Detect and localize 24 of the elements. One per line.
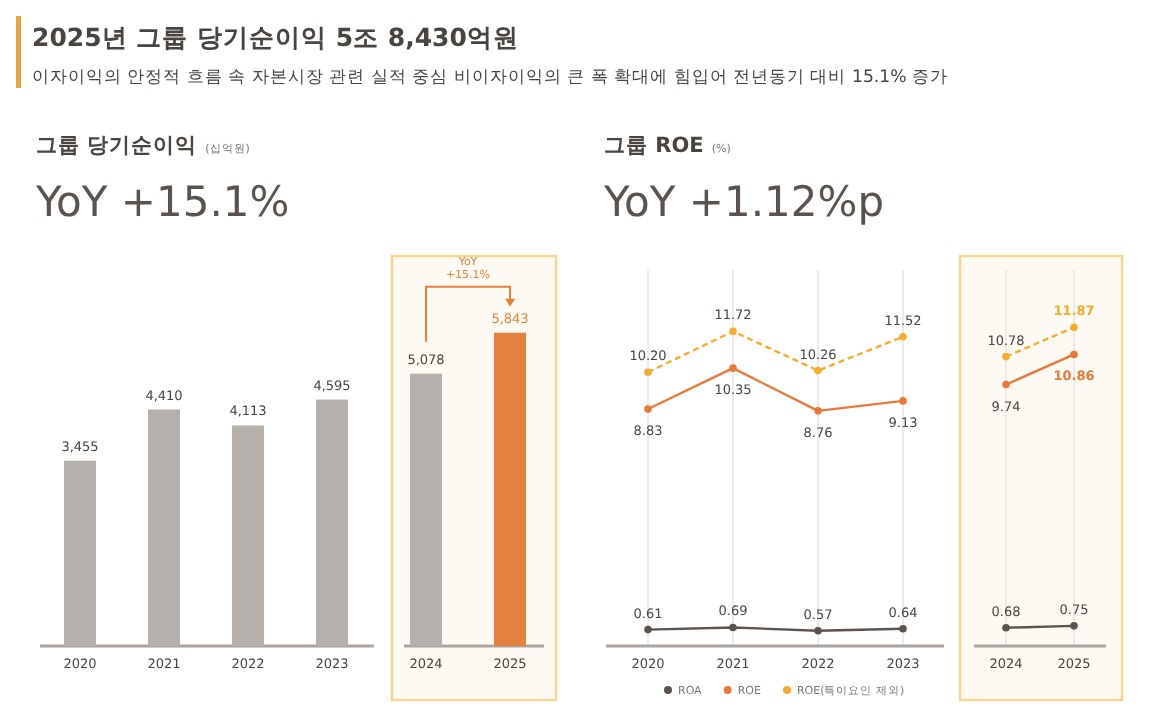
point: [729, 364, 737, 372]
point: [814, 626, 822, 635]
chart-subtitle: YoY +15.1%: [34, 178, 290, 226]
point: [1070, 350, 1078, 359]
point: [1070, 323, 1078, 332]
point: [729, 327, 737, 336]
chart-subtitle: YoY +1.12%p: [602, 178, 885, 226]
point: [899, 397, 907, 405]
point: [644, 625, 652, 634]
chart-title: 그룹 당기순이익: [36, 134, 198, 158]
point: [1002, 623, 1010, 632]
text: 2025년 그룹 당기순이익 5조 8,430억원: [32, 22, 519, 52]
point: [899, 332, 907, 341]
point: [814, 366, 822, 375]
point: [1070, 622, 1078, 630]
text: 이자이익의 안정적 흐름 속 자본시장 관련 실적 중심 비이자이익의 큰 폭 확대에 힘입어 전년동기 대비 15.1% 증가: [32, 68, 949, 88]
point: [814, 407, 822, 415]
point: [729, 623, 737, 632]
point: [1002, 380, 1010, 389]
point: [899, 625, 907, 633]
point: [644, 368, 652, 376]
chart-title: 그룹 ROE: [604, 134, 704, 158]
point: [1002, 352, 1010, 361]
point: [644, 405, 652, 413]
